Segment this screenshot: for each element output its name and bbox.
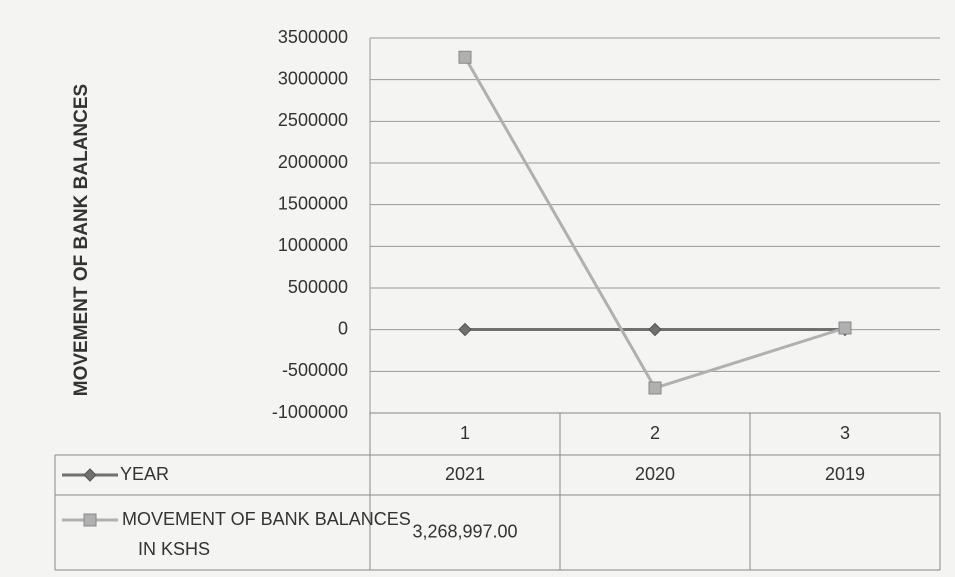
y-tick-label: 1500000: [278, 193, 348, 213]
y-tick-label: 500000: [288, 277, 348, 297]
marker: [648, 322, 662, 337]
marker: [838, 321, 852, 335]
table-value: 2020: [635, 464, 675, 484]
y-tick-label: 0: [338, 318, 348, 338]
y-tick-label: 2000000: [278, 152, 348, 172]
y-tick-label: 3000000: [278, 68, 348, 88]
legend-label: MOVEMENT OF BANK BALANCES IN KSHS: [122, 509, 411, 559]
marker: [458, 50, 472, 64]
x-tick-label: 1: [460, 423, 470, 443]
table-value: 2021: [445, 464, 485, 484]
y-tick-label: 3500000: [278, 27, 348, 47]
marker: [458, 322, 472, 337]
table-value: 3,268,997.00: [412, 521, 517, 541]
marker: [648, 381, 662, 395]
x-tick-label: 2: [650, 423, 660, 443]
y-tick-label: 2500000: [278, 110, 348, 130]
x-tick-label: 3: [840, 423, 850, 443]
y-tick-label: 1000000: [278, 235, 348, 255]
marker: [83, 513, 97, 527]
y-tick-label: -1000000: [272, 402, 348, 422]
marker: [83, 468, 97, 482]
legend-label: YEAR: [120, 464, 169, 484]
table-value: 2019: [825, 464, 865, 484]
y-tick-label: -500000: [282, 360, 348, 380]
y-axis-label: MOVEMENT OF BANK BALANCES: [71, 84, 92, 396]
